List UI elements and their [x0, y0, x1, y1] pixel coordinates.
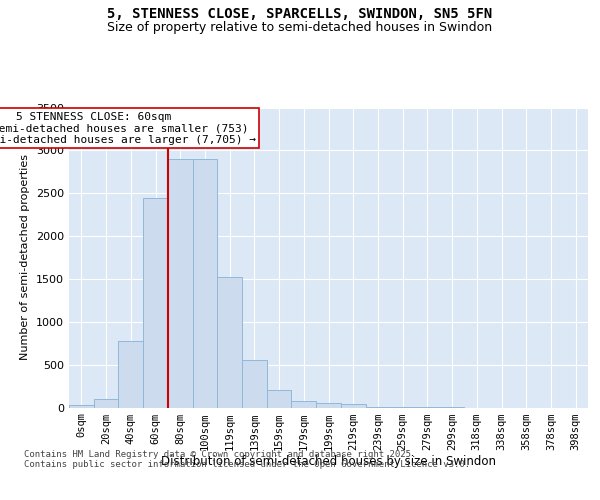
- Bar: [168, 159, 193, 408]
- Bar: [267, 390, 292, 407]
- Text: Size of property relative to semi-detached houses in Swindon: Size of property relative to semi-detach…: [107, 21, 493, 34]
- Bar: [242, 360, 267, 408]
- Text: 5, STENNESS CLOSE, SPARCELLS, SWINDON, SN5 5FN: 5, STENNESS CLOSE, SPARCELLS, SWINDON, S…: [107, 8, 493, 22]
- Bar: [292, 401, 316, 407]
- Bar: [94, 399, 118, 407]
- Bar: [217, 277, 242, 407]
- X-axis label: Distribution of semi-detached houses by size in Swindon: Distribution of semi-detached houses by …: [161, 456, 496, 468]
- Bar: [365, 406, 390, 408]
- Bar: [341, 404, 365, 407]
- Bar: [143, 198, 168, 408]
- Y-axis label: Number of semi-detached properties: Number of semi-detached properties: [20, 154, 31, 360]
- Bar: [316, 403, 341, 407]
- Bar: [118, 341, 143, 407]
- Bar: [69, 405, 94, 407]
- Text: 5 STENNESS CLOSE: 60sqm
← 9% of semi-detached houses are smaller (753)
90% of se: 5 STENNESS CLOSE: 60sqm ← 9% of semi-det…: [0, 112, 256, 145]
- Text: Contains HM Land Registry data © Crown copyright and database right 2025.
Contai: Contains HM Land Registry data © Crown c…: [24, 450, 470, 469]
- Bar: [193, 159, 217, 408]
